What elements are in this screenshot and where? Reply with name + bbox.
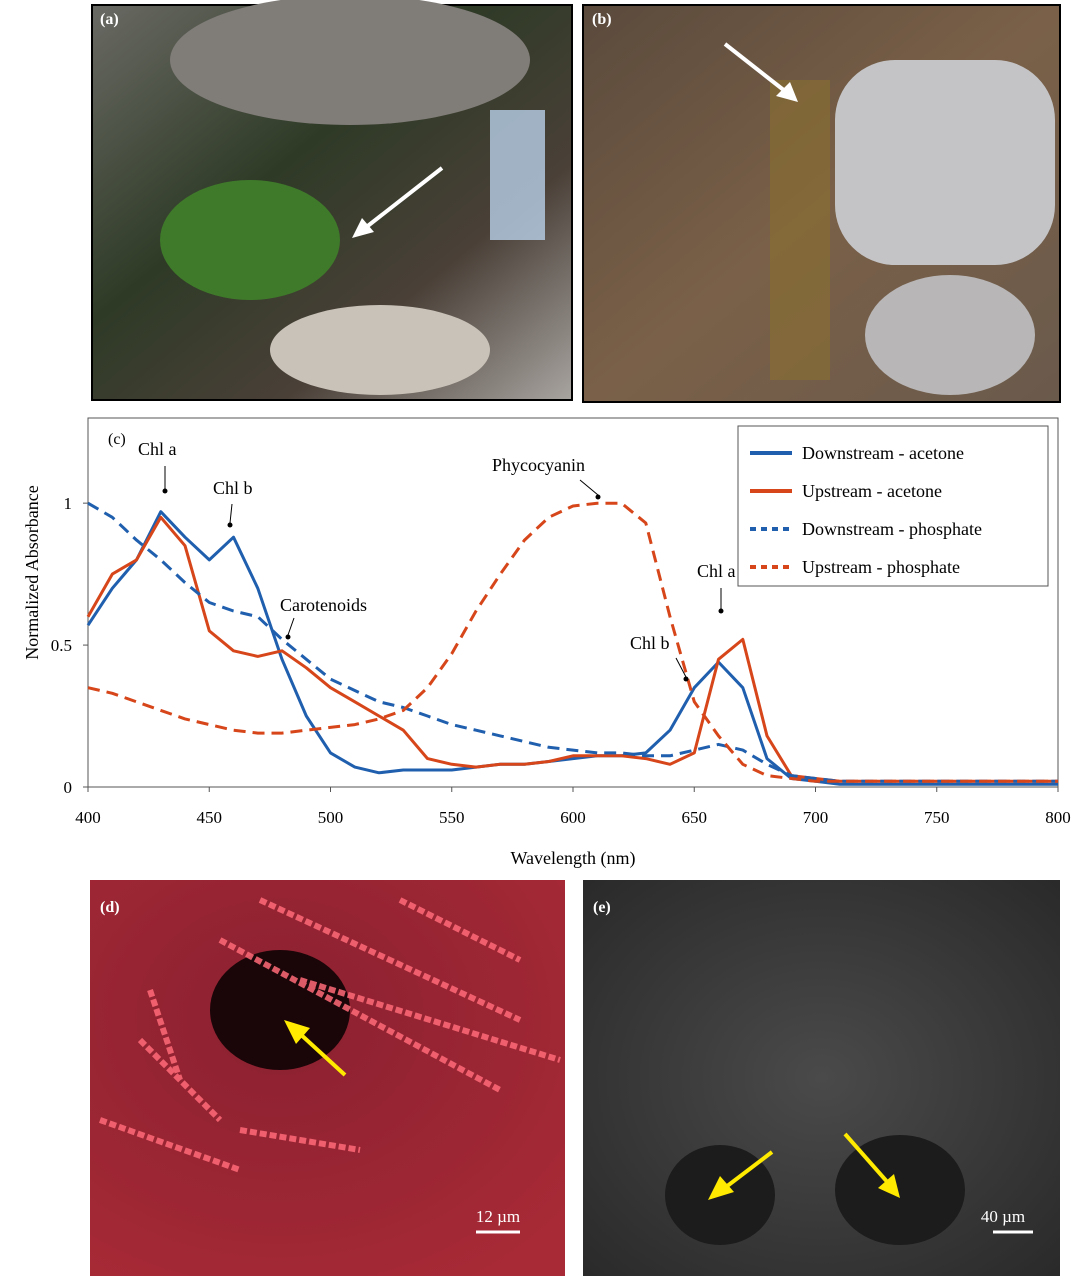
x-tick-label: 400 [75, 808, 101, 827]
y-axis-label: Normalized Absorbance [22, 485, 42, 659]
arrowhead [708, 1176, 734, 1200]
x-axis-label: Wavelength (nm) [510, 848, 635, 869]
scale-label: 12 µm [476, 1207, 520, 1226]
scale-label: 40 µm [981, 1207, 1025, 1226]
annotation-arrowhead [162, 488, 168, 494]
arrow [720, 1150, 774, 1192]
annotation: Phycocyanin [492, 455, 585, 475]
y-tick-label: 0.5 [51, 636, 72, 655]
legend-label: Upstream - acetone [802, 481, 942, 501]
annotation-arrowhead [595, 494, 601, 500]
panel-label: (d) [100, 899, 120, 916]
series-line [86, 510, 1058, 786]
x-tick-label: 650 [682, 808, 708, 827]
annotation-arrow [675, 657, 687, 678]
y-tick-label: 0 [64, 778, 73, 797]
annotation-arrowhead [227, 522, 233, 528]
arrowhead [352, 218, 374, 238]
arrowhead [776, 82, 798, 102]
dark-region [835, 1135, 965, 1245]
annotation: Chl b [630, 633, 670, 653]
y-tick-label: 1 [64, 494, 73, 513]
x-tick-label: 550 [439, 808, 465, 827]
x-tick-label: 800 [1045, 808, 1071, 827]
filaments [98, 897, 561, 1173]
tube [490, 110, 545, 240]
panel-label: (c) [108, 431, 126, 448]
x-tick-label: 700 [803, 808, 829, 827]
panel-label: (b) [592, 11, 612, 28]
chart: 400 450 500 550 600 650 700 750 800 0 0.5 1 Waveleng… [22, 425, 1071, 869]
panel-label: (a) [100, 11, 119, 28]
annotation-arrow [287, 617, 295, 636]
annotation-arrowhead [718, 608, 724, 614]
x-tick-label: 500 [318, 808, 344, 827]
x-tick-label: 750 [924, 808, 950, 827]
mat [770, 80, 830, 380]
dark-spot [210, 950, 350, 1070]
rock [170, 0, 530, 125]
photo-d [90, 880, 565, 1276]
annotation-arrow [579, 479, 599, 496]
rock [835, 60, 1055, 265]
arrow [358, 166, 444, 234]
arrow [723, 42, 792, 97]
arrowhead [284, 1020, 310, 1044]
legend-label: Upstream - phosphate [802, 557, 960, 577]
photo-e [583, 880, 1060, 1276]
arrow [843, 1132, 892, 1187]
x-tick-label: 600 [560, 808, 586, 827]
annotation: Chl a [697, 561, 736, 581]
annotation-arrow [229, 503, 233, 524]
annotation: Chl b [213, 478, 253, 498]
annotation-arrowhead [285, 634, 291, 640]
annotation: Carotenoids [280, 595, 367, 615]
annotation: Chl a [138, 439, 177, 459]
series-line [86, 515, 1058, 783]
algae [160, 180, 340, 300]
series-line [87, 501, 1058, 783]
arrow [296, 1030, 347, 1077]
legend-label: Downstream - phosphate [802, 519, 982, 539]
x-tick-label: 450 [197, 808, 223, 827]
panel-label: (e) [593, 899, 611, 916]
annotation-arrowhead [683, 676, 689, 682]
legend-label: Downstream - acetone [802, 443, 964, 463]
rock [865, 275, 1035, 395]
series-line [87, 501, 1058, 783]
arrowhead [878, 1174, 900, 1198]
water [270, 305, 490, 395]
